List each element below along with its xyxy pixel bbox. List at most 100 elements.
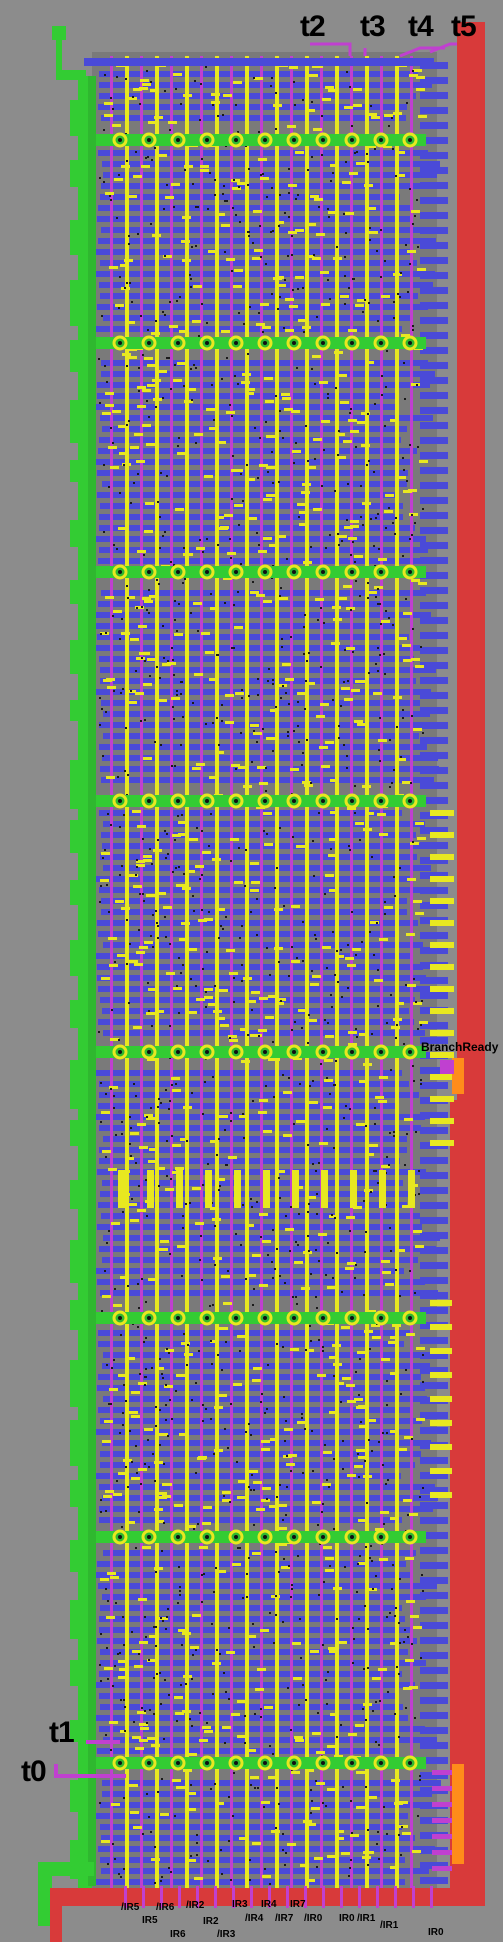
contact [333,1528,335,1530]
metal1-row [96,1268,404,1274]
output-stub [420,212,448,219]
gate-segment [239,1837,248,1840]
contact [315,1296,317,1298]
contact [242,500,244,502]
contact [160,744,162,746]
contact [201,1601,203,1603]
contact [122,1211,124,1213]
gate-segment [118,1660,127,1663]
metal1-row [98,448,417,454]
contact [121,1121,123,1123]
contact [107,813,109,815]
metal1-row [102,1780,441,1786]
gate-segment [350,430,359,433]
output-stub [420,122,448,129]
contact [212,722,214,724]
gate-segment [174,1504,183,1507]
poly-pillar [408,1170,415,1208]
gate-segment [182,1632,191,1635]
contact [362,524,364,526]
gate-segment [275,221,284,224]
contact [377,513,379,515]
gate-segment [174,633,183,636]
gate-segment [134,433,143,436]
gate-segment [182,887,191,890]
gate-segment [398,637,407,640]
driver-poly [430,832,454,838]
gate-segment [121,907,130,910]
contact [126,585,128,587]
contact [246,1573,248,1575]
metal1-row [98,104,407,110]
gate-segment [169,325,178,328]
contact [149,675,151,677]
gate-segment [146,443,155,446]
contact [126,919,128,921]
ir-input-wire [250,1886,253,1908]
contact [129,1143,131,1145]
contact [143,900,145,902]
contact [148,1466,150,1468]
gate-segment [291,960,300,963]
contact [174,839,176,841]
contact [350,408,352,410]
contact [376,250,378,252]
gate-segment [327,1855,336,1858]
gate-segment [233,1383,242,1386]
contact [130,502,132,504]
gate-segment [381,620,390,623]
gate-segment [138,1468,147,1471]
contact [169,301,171,303]
contact [331,1006,333,1008]
contact [295,1241,297,1243]
contact [138,1511,140,1513]
ground-stub [70,1240,79,1283]
metal1-row [99,656,414,662]
gate-segment [230,838,239,841]
contact [354,1277,356,1279]
gate-segment [390,1517,399,1520]
contact [375,1701,377,1703]
contact [195,1649,197,1651]
contact [393,317,395,319]
gate-segment [184,165,193,168]
output-stub [420,1622,448,1629]
gate-segment [378,739,387,742]
gate-segment [358,1519,367,1522]
contact [343,744,345,746]
output-stub [420,467,448,474]
contact [212,1304,214,1306]
contact [237,131,239,133]
contact [99,402,101,404]
contact [411,1438,413,1440]
gate-segment [301,491,310,494]
gate-segment [130,1219,139,1222]
poly-column [335,56,339,1892]
gate-segment [126,321,135,324]
contact [277,308,279,310]
gate-segment [108,1168,117,1171]
contact [309,1085,311,1087]
gate-segment [307,1196,316,1199]
contact [205,723,207,725]
bus-via-core [205,138,209,142]
contact [355,1371,357,1373]
metal1-row [102,1363,430,1369]
contact [411,534,413,536]
gate-segment [179,938,188,941]
contact [237,591,239,593]
gate-segment [319,746,328,749]
contact [116,76,118,78]
contact [180,744,182,746]
contact [123,814,125,816]
contact [256,1201,258,1203]
contact [302,1684,304,1686]
contact [182,582,184,584]
gate-segment [294,1736,303,1739]
gate-segment [142,83,151,86]
gate-segment [208,1003,217,1006]
gate-segment [129,1411,138,1414]
gate-segment [402,781,411,784]
contact [285,692,287,694]
gate-segment [122,353,131,356]
